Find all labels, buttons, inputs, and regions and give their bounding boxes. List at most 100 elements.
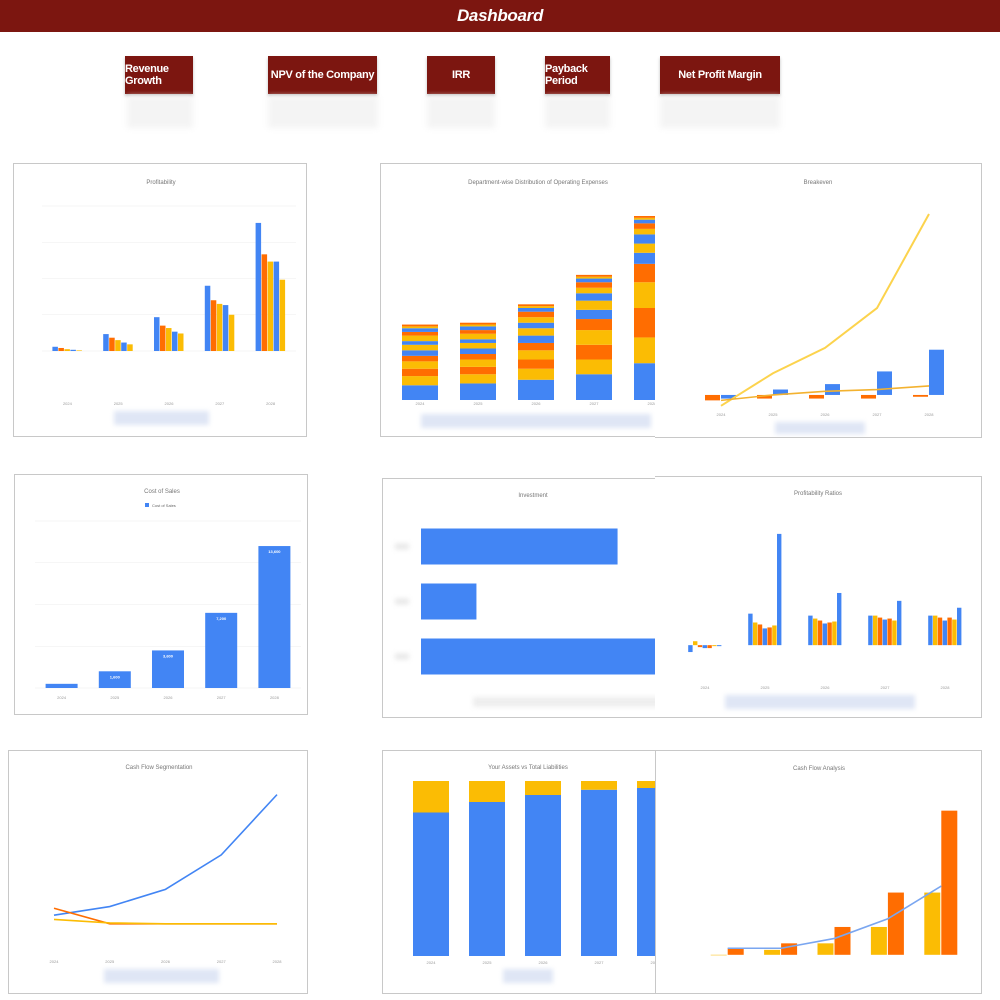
chart-title: Cash Flow Analysis xyxy=(793,766,845,772)
x-tick-label: 2027 xyxy=(217,959,227,964)
bar xyxy=(255,222,262,351)
data-label: 3,600 xyxy=(163,653,174,658)
bar-segment xyxy=(634,216,670,218)
series-line xyxy=(53,794,278,916)
chart-panel-cash-flow-analysis: Cash Flow Analysis xyxy=(655,750,982,994)
bar-segment xyxy=(460,374,496,384)
bar-segment xyxy=(460,348,496,354)
chart-cost-of-sales: Cost of Sales Cost of Sales 2024 1,600 2025 3… xyxy=(35,489,301,700)
bar-segment xyxy=(634,223,670,229)
data-label: 7,200 xyxy=(216,616,227,621)
bar xyxy=(702,645,707,649)
bar-segment xyxy=(518,304,554,307)
bar-segment xyxy=(576,319,612,331)
bar xyxy=(929,349,944,395)
bar-segment xyxy=(637,781,671,788)
bar-segment xyxy=(402,335,438,342)
bar-segment xyxy=(576,374,612,400)
bar xyxy=(873,615,878,646)
kpi-revenue-growth-value xyxy=(127,96,193,128)
chart-profitability: Profitability 2024 2025 2026 2027 2028 xyxy=(42,180,296,425)
kpi-revenue-growth[interactable]: Revenue Growth xyxy=(125,56,193,94)
bar xyxy=(837,592,842,646)
bar xyxy=(160,325,166,351)
bar-segment xyxy=(413,812,449,956)
legend-swatch xyxy=(145,503,149,507)
bar xyxy=(216,303,223,351)
kpi-net-profit-margin-value xyxy=(660,96,780,128)
bar-segment xyxy=(576,274,612,277)
chart-title: Cost of Sales xyxy=(144,489,180,495)
bar-segment xyxy=(469,802,505,956)
bar xyxy=(924,892,941,955)
bar xyxy=(941,810,958,955)
x-tick-label: 2026 xyxy=(539,960,549,965)
bar xyxy=(892,620,897,646)
x-tick-label: 2024 xyxy=(701,685,711,690)
x-tick-label: 2024 xyxy=(63,401,73,406)
kpi-payback-period[interactable]: Payback Period xyxy=(545,56,610,94)
bar-segment xyxy=(576,287,612,294)
dashboard-header: Dashboard xyxy=(0,0,1000,32)
chart-panel-assets-vs-liabilities: Your Assets vs Total Liabilities 2024 2025… xyxy=(382,750,672,994)
bar xyxy=(717,645,722,647)
x-tick-label: 2025 xyxy=(105,959,115,964)
bar xyxy=(817,620,823,646)
x-tick-label: 2028 xyxy=(273,959,283,964)
bar xyxy=(103,334,109,351)
bar xyxy=(258,546,291,688)
bar xyxy=(767,627,772,646)
bar xyxy=(764,949,781,955)
x-tick-label: 2027 xyxy=(217,695,227,700)
bar-segment xyxy=(460,333,496,340)
bar xyxy=(222,305,229,351)
bar-segment xyxy=(518,317,554,323)
bar-segment xyxy=(460,359,496,367)
bar xyxy=(721,394,736,399)
x-tick-label: 2024 xyxy=(427,960,437,965)
x-tick-label: 2024 xyxy=(717,412,727,417)
bar xyxy=(877,617,883,646)
bar xyxy=(58,347,64,351)
x-tick-label: 2027 xyxy=(873,412,883,417)
x-tick-label: 2025 xyxy=(110,695,120,700)
legend-blur xyxy=(503,969,553,983)
bar-segment xyxy=(525,781,561,795)
chart-title: Cash Flow Segmentation xyxy=(125,765,192,771)
x-tick-label: 2024 xyxy=(50,959,60,964)
kpi-net-profit-margin[interactable]: Net Profit Margin xyxy=(660,56,780,94)
bar-segment xyxy=(634,243,670,253)
bar xyxy=(267,261,274,351)
bar-segment xyxy=(402,341,438,345)
page-title: Dashboard xyxy=(456,6,544,25)
bar-segment xyxy=(576,282,612,288)
bar xyxy=(832,621,837,646)
bar xyxy=(861,394,876,399)
bar xyxy=(45,683,78,688)
bar xyxy=(817,943,834,955)
chart-investment: Investment xyxy=(395,493,673,707)
bar-segment xyxy=(634,234,670,244)
x-tick-label: 2028 xyxy=(266,401,276,406)
bar-segment xyxy=(518,350,554,360)
bar xyxy=(825,384,840,395)
x-tick-label: 2026 xyxy=(532,401,542,406)
bar xyxy=(822,623,827,646)
bar xyxy=(827,622,832,646)
bar-segment xyxy=(518,311,554,318)
kpi-irr[interactable]: IRR xyxy=(427,56,495,94)
bar-segment xyxy=(576,300,612,310)
x-tick-label: 2024 xyxy=(416,401,426,406)
bar xyxy=(205,612,238,688)
bar xyxy=(913,394,928,397)
kpi-npv[interactable]: NPV of the Company xyxy=(268,56,377,94)
data-label: 13,600 xyxy=(268,549,281,554)
bar xyxy=(813,618,818,646)
series-line xyxy=(53,918,277,925)
chart-assets-vs-liabilities: Your Assets vs Total Liabilities 2024 2025… xyxy=(413,765,671,983)
bar-segment xyxy=(518,335,554,343)
bar-segment xyxy=(576,359,612,375)
legend-label: Cost of Sales xyxy=(152,503,176,508)
bar xyxy=(261,254,268,351)
bar xyxy=(882,619,887,646)
